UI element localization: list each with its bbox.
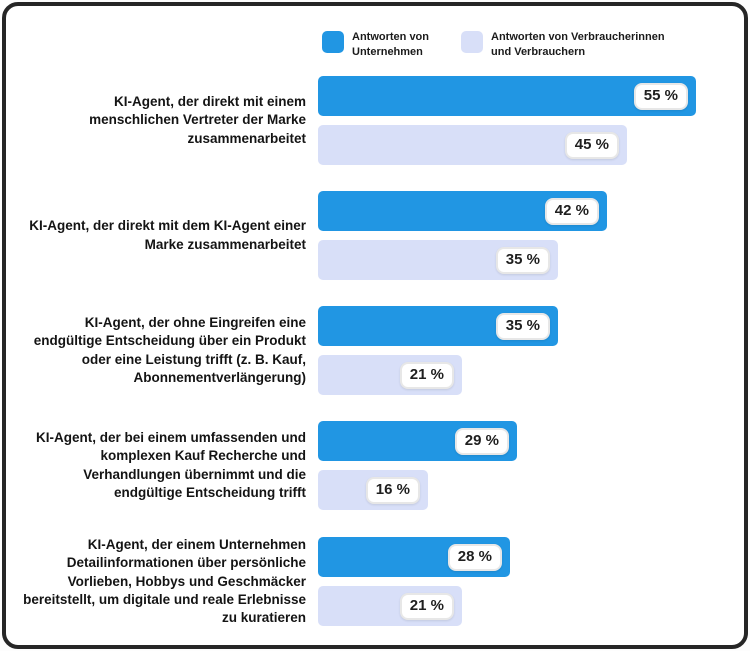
value-label-companies-3: 35 % bbox=[495, 312, 550, 340]
value-label-companies-4: 29 % bbox=[454, 427, 509, 455]
category-label-5: KI-Agent, der einem Unternehmen Detailin… bbox=[23, 537, 306, 626]
bar-consumers-3: 21 % bbox=[318, 355, 462, 395]
category-label-1: KI-Agent, der direkt mit einem menschlic… bbox=[89, 93, 306, 146]
bar-group-5: KI-Agent, der einem Unternehmen Detailin… bbox=[22, 536, 730, 628]
category-label-2: KI-Agent, der direkt mit dem KI-Agent ei… bbox=[29, 218, 306, 252]
value-label-consumers-5: 21 % bbox=[399, 592, 454, 620]
bar-pair-4: 29 % 16 % bbox=[318, 421, 730, 510]
value-label-consumers-2: 35 % bbox=[495, 246, 550, 274]
category-label-3: KI-Agent, der ohne Eingreifen eine endgü… bbox=[33, 314, 306, 385]
value-label-companies-1: 55 % bbox=[633, 82, 688, 110]
bar-group-2: KI-Agent, der direkt mit dem KI-Agent ei… bbox=[22, 191, 730, 280]
value-label-consumers-4: 16 % bbox=[365, 476, 420, 504]
legend-swatch-companies-icon bbox=[322, 31, 344, 53]
bar-pair-5: 28 % 21 % bbox=[318, 537, 730, 627]
bar-companies-5: 28 % bbox=[318, 537, 510, 578]
bar-companies-3: 35 % bbox=[318, 306, 558, 346]
bar-consumers-2: 35 % bbox=[318, 240, 558, 280]
bar-group-4: KI-Agent, der bei einem umfassenden und … bbox=[22, 421, 730, 510]
value-label-consumers-1: 45 % bbox=[564, 131, 619, 159]
bar-pair-3: 35 % 21 % bbox=[318, 306, 730, 395]
bar-companies-4: 29 % bbox=[318, 421, 517, 461]
chart-legend: Antworten von Unternehmen Antworten von … bbox=[322, 30, 730, 62]
bar-pair-2: 42 % 35 % bbox=[318, 191, 730, 280]
category-label-4: KI-Agent, der bei einem umfassenden und … bbox=[35, 429, 306, 500]
value-label-consumers-3: 21 % bbox=[399, 361, 454, 389]
bar-companies-2: 42 % bbox=[318, 191, 607, 231]
bar-consumers-1: 45 % bbox=[318, 125, 627, 165]
legend-label-line: Antworten von bbox=[352, 31, 429, 43]
bar-group-3: KI-Agent, der ohne Eingreifen eine endgü… bbox=[22, 306, 730, 395]
bar-consumers-5: 21 % bbox=[318, 586, 462, 627]
bar-companies-1: 55 % bbox=[318, 76, 696, 116]
legend-label-companies: Antworten von Unternehmen bbox=[352, 30, 429, 60]
legend-item-companies: Antworten von Unternehmen bbox=[322, 30, 429, 60]
legend-item-consumers: Antworten von Verbraucherinnen und Verbr… bbox=[461, 30, 665, 60]
legend-label-consumers: Antworten von Verbraucherinnen und Verbr… bbox=[491, 30, 665, 60]
legend-swatch-consumers-icon bbox=[461, 31, 483, 53]
legend-label-line: und Verbrauchern bbox=[491, 45, 586, 58]
value-label-companies-5: 28 % bbox=[447, 543, 502, 571]
bar-pair-1: 55 % 45 % bbox=[318, 76, 730, 165]
legend-label-line: Antworten von Verbraucherinnen bbox=[491, 31, 665, 43]
bar-consumers-4: 16 % bbox=[318, 470, 428, 510]
legend-label-line: Unternehmen bbox=[352, 45, 423, 58]
value-label-companies-2: 42 % bbox=[544, 197, 599, 225]
bar-group-1: KI-Agent, der direkt mit einem menschlic… bbox=[22, 76, 730, 165]
